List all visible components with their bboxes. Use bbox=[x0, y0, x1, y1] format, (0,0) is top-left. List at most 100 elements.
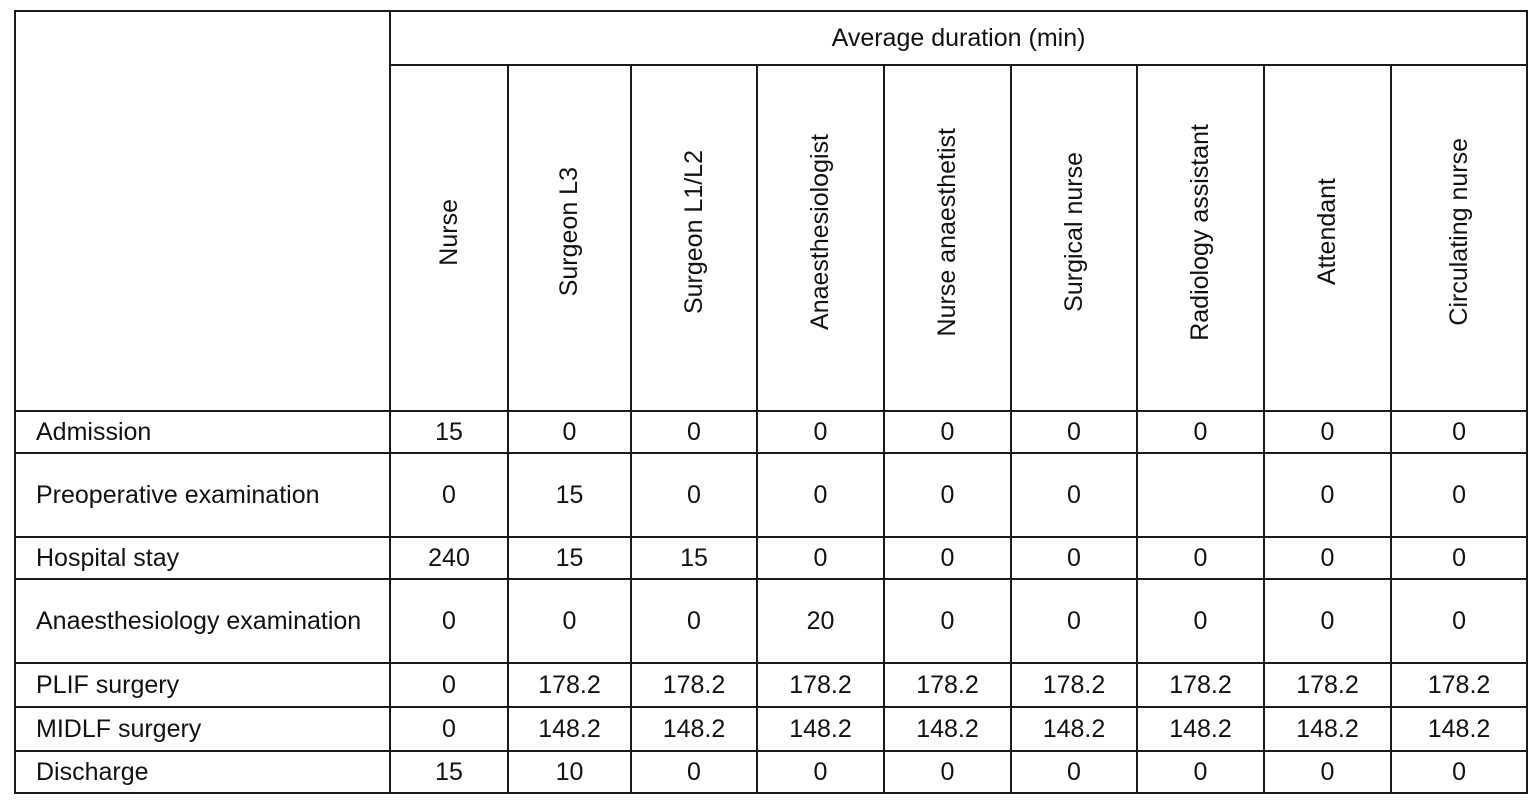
table-cell: 15 bbox=[630, 536, 758, 580]
table-cell: 148.2 bbox=[883, 706, 1012, 752]
column-header-surgical-nurse: Surgical nurse bbox=[1010, 64, 1138, 412]
column-header-label: Nurse bbox=[434, 198, 463, 266]
table-cell: 0 bbox=[1010, 578, 1138, 664]
table-cell: 10 bbox=[507, 750, 632, 794]
table-row-preoperative-examination: Preoperative examination 0 15 0 0 0 0 0 … bbox=[14, 452, 1529, 538]
row-label: Discharge bbox=[14, 750, 391, 794]
table-cell: 178.2 bbox=[507, 662, 632, 708]
average-duration-table: Average duration (min) Nurse Surgeon L3 … bbox=[14, 10, 1529, 794]
table-cell: 148.2 bbox=[1263, 706, 1392, 752]
table-cell: 148.2 bbox=[630, 706, 758, 752]
table-cell: 0 bbox=[883, 536, 1012, 580]
table-cell: 148.2 bbox=[756, 706, 885, 752]
row-label: Preoperative examination bbox=[14, 452, 391, 538]
table-row-hospital-stay: Hospital stay 240 15 15 0 0 0 0 0 0 bbox=[14, 536, 1529, 580]
table-cell: 0 bbox=[1010, 536, 1138, 580]
table-cell: 0 bbox=[1389, 578, 1529, 664]
row-label: Anaesthesiology examination bbox=[14, 578, 391, 664]
column-header-label: Nurse anaesthetist bbox=[933, 127, 961, 337]
column-header-surgeon-l3: Surgeon L3 bbox=[507, 64, 632, 412]
table-cell: 178.2 bbox=[1263, 662, 1392, 708]
table-cell: 0 bbox=[1389, 536, 1529, 580]
table-cell: 0 bbox=[883, 452, 1012, 538]
table-cell: 0 bbox=[1136, 410, 1265, 454]
column-header-label: Circulating nurse bbox=[1444, 138, 1473, 326]
column-header-nurse-anaesthetist: Nurse anaesthetist bbox=[883, 64, 1012, 412]
table-cell: 0 bbox=[1389, 452, 1529, 538]
table-cell: 178.2 bbox=[883, 662, 1012, 708]
table-cell: 15 bbox=[507, 452, 632, 538]
table-cell: 0 bbox=[507, 410, 632, 454]
table-cell: 178.2 bbox=[1010, 662, 1138, 708]
column-header-radiology-assistant: Radiology assistant bbox=[1136, 64, 1265, 412]
column-header-label: Radiology assistant bbox=[1186, 123, 1214, 341]
column-header-label: Surgical nurse bbox=[1059, 152, 1088, 312]
table-cell: 178.2 bbox=[1389, 662, 1529, 708]
row-label: PLIF surgery bbox=[14, 662, 391, 708]
table-cell: 0 bbox=[389, 452, 509, 538]
table-cell: 0 bbox=[756, 750, 885, 794]
row-label: Admission bbox=[14, 410, 391, 454]
column-header-row: Nurse Surgeon L3 Surgeon L1/L2 Anaesthes… bbox=[15, 64, 1529, 412]
table-cell: 0 bbox=[1389, 750, 1529, 794]
table-cell: 178.2 bbox=[630, 662, 758, 708]
table-cell: 0 bbox=[389, 662, 509, 708]
table-cell: 0 bbox=[756, 452, 885, 538]
table-cell: 178.2 bbox=[756, 662, 885, 708]
column-header-circulating-nurse: Circulating nurse bbox=[1389, 64, 1529, 412]
column-header-label: Attendant bbox=[1313, 178, 1341, 286]
table-cell: 148.2 bbox=[1136, 706, 1265, 752]
column-header-nurse: Nurse bbox=[389, 64, 509, 412]
table-cell: 0 bbox=[1010, 410, 1138, 454]
table-cell: 0 bbox=[1010, 750, 1138, 794]
table-row-midlf-surgery: MIDLF surgery 0 148.2 148.2 148.2 148.2 … bbox=[14, 706, 1529, 752]
column-header-label: Surgeon L1/L2 bbox=[679, 149, 708, 315]
table-row-discharge: Discharge 15 10 0 0 0 0 0 0 0 bbox=[14, 750, 1529, 794]
corner-cell bbox=[14, 10, 391, 412]
table-row-anaesthesiology-examination: Anaesthesiology examination 0 0 0 20 0 0… bbox=[14, 578, 1529, 664]
table-cell: 0 bbox=[630, 750, 758, 794]
table-cell: 148.2 bbox=[507, 706, 632, 752]
table-cell: 148.2 bbox=[1389, 706, 1529, 752]
table-cell: 0 bbox=[883, 750, 1012, 794]
table-cell: 0 bbox=[1136, 578, 1265, 664]
table-cell: 0 bbox=[883, 578, 1012, 664]
table-cell: 0 bbox=[756, 536, 885, 580]
table-cell: 178.2 bbox=[1136, 662, 1265, 708]
table-cell: 15 bbox=[389, 750, 509, 794]
table-cell: 0 bbox=[1136, 536, 1265, 580]
table-cell: 240 bbox=[389, 536, 509, 580]
table-cell: 0 bbox=[1010, 452, 1138, 538]
row-label: MIDLF surgery bbox=[14, 706, 391, 752]
table-cell: 0 bbox=[1263, 536, 1392, 580]
table-row-plif-surgery: PLIF surgery 0 178.2 178.2 178.2 178.2 1… bbox=[14, 662, 1529, 708]
table-cell: 0 bbox=[756, 410, 885, 454]
table-cell: 20 bbox=[756, 578, 885, 664]
table-cell: 0 bbox=[1263, 578, 1392, 664]
column-header-label: Anaesthesiologist bbox=[806, 134, 834, 330]
table-cell bbox=[1136, 452, 1265, 538]
table-cell: 0 bbox=[507, 578, 632, 664]
column-header-attendant: Attendant bbox=[1263, 64, 1392, 412]
table-cell: 0 bbox=[1389, 410, 1529, 454]
duration-table-container: Average duration (min) Nurse Surgeon L3 … bbox=[14, 10, 1529, 794]
table-cell: 15 bbox=[389, 410, 509, 454]
group-header-average-duration: Average duration (min) bbox=[388, 10, 1529, 66]
table-cell: 0 bbox=[630, 410, 758, 454]
column-header-label: Surgeon L3 bbox=[555, 167, 583, 297]
table-cell: 0 bbox=[630, 452, 758, 538]
table-cell: 0 bbox=[1263, 410, 1392, 454]
table-cell: 0 bbox=[389, 706, 509, 752]
row-label: Hospital stay bbox=[14, 536, 391, 580]
group-header-row: Average duration (min) bbox=[14, 10, 1529, 412]
table-cell: 0 bbox=[1263, 452, 1392, 538]
table-cell: 148.2 bbox=[1010, 706, 1138, 752]
column-header-surgeon-l1-l2: Surgeon L1/L2 bbox=[630, 64, 758, 412]
table-cell: 0 bbox=[1136, 750, 1265, 794]
table-cell: 0 bbox=[883, 410, 1012, 454]
table-row-admission: Admission 15 0 0 0 0 0 0 0 0 bbox=[14, 410, 1529, 454]
table-cell: 0 bbox=[630, 578, 758, 664]
table-cell: 15 bbox=[507, 536, 632, 580]
table-cell: 0 bbox=[389, 578, 509, 664]
table-cell: 0 bbox=[1263, 750, 1392, 794]
